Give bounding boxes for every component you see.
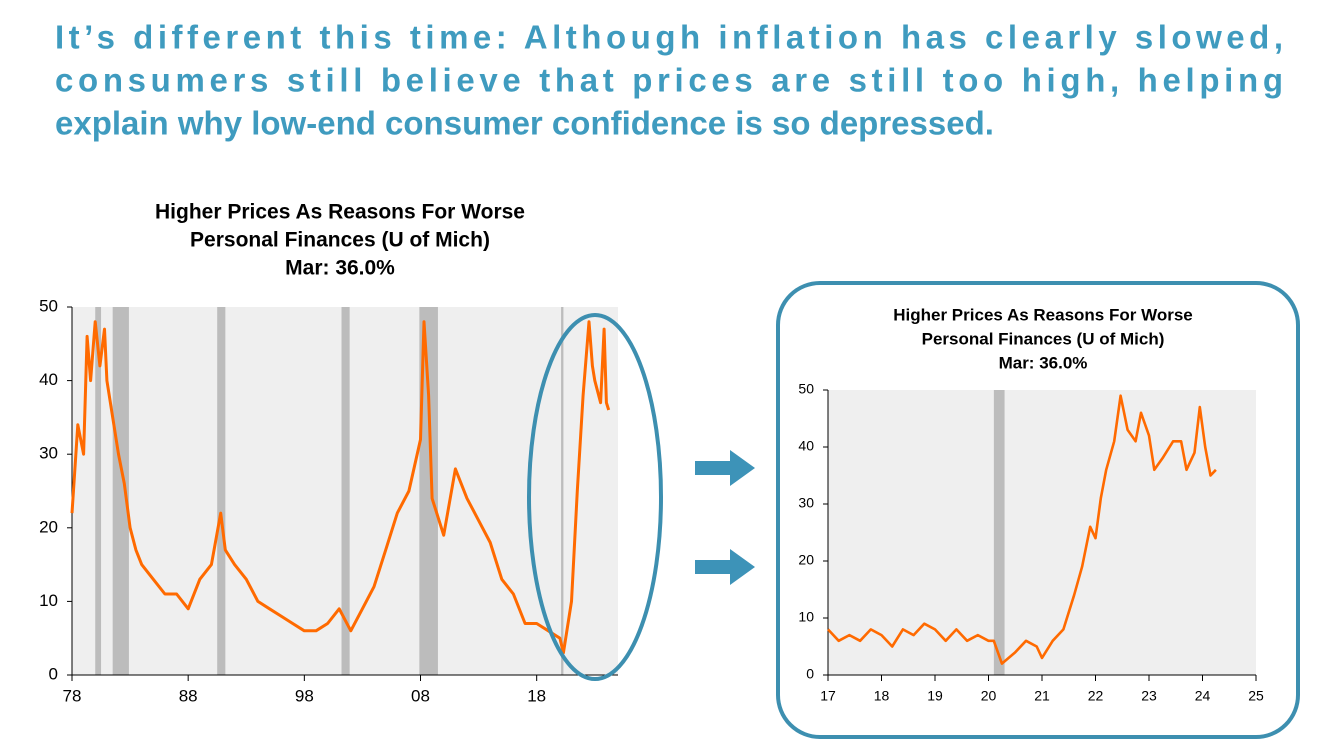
recession-band <box>419 307 438 675</box>
recession-band <box>112 307 129 675</box>
highlight-ellipse <box>527 313 663 681</box>
y-tick-label: 30 <box>39 444 58 463</box>
chart-title: Higher Prices As Reasons For Worse <box>155 201 525 224</box>
y-tick-label: 0 <box>49 664 58 683</box>
x-tick-label: 19 <box>927 688 943 704</box>
arrow <box>695 450 755 486</box>
recession-band <box>341 307 350 675</box>
plot-area <box>828 390 1256 675</box>
y-tick-label: 40 <box>39 370 58 389</box>
chart-title: Personal Finances (U of Mich) <box>190 229 490 252</box>
x-tick-label: 88 <box>179 686 198 705</box>
y-tick-label: 50 <box>798 381 814 397</box>
x-tick-label: 25 <box>1248 688 1264 704</box>
y-tick-label: 10 <box>798 609 814 625</box>
data-line <box>70 320 611 655</box>
x-tick-label: 22 <box>1088 688 1104 704</box>
x-tick-label: 98 <box>295 686 314 705</box>
data-line <box>827 394 1217 665</box>
chart-title: Mar: 36.0% <box>285 257 395 280</box>
chart-title: Mar: 36.0% <box>999 353 1088 372</box>
recession-band <box>95 307 102 675</box>
x-tick-label: 20 <box>981 688 997 704</box>
chart-title: Personal Finances (U of Mich) <box>922 329 1165 348</box>
x-tick-label: 08 <box>411 686 430 705</box>
x-tick-label: 78 <box>63 686 82 705</box>
y-tick-label: 10 <box>39 591 58 610</box>
zoom-frame <box>776 281 1300 739</box>
y-tick-label: 20 <box>798 552 814 568</box>
headline: It’s different this time: Although infla… <box>55 19 1283 56</box>
chart-title: Higher Prices As Reasons For Worse <box>893 305 1193 324</box>
y-tick-label: 20 <box>39 517 58 536</box>
y-tick-label: 40 <box>798 438 814 454</box>
recession-band <box>993 390 1005 675</box>
x-tick-label: 23 <box>1141 688 1157 704</box>
x-tick-label: 21 <box>1034 688 1050 704</box>
x-tick-label: 17 <box>820 688 836 704</box>
y-tick-label: 30 <box>798 495 814 511</box>
headline: consumers still believe that prices are … <box>55 62 1283 99</box>
recession-band <box>217 307 226 675</box>
y-tick-label: 50 <box>39 296 58 315</box>
recession-band <box>561 307 564 675</box>
x-tick-label: 24 <box>1195 688 1211 704</box>
x-tick-label: 18 <box>874 688 890 704</box>
headline: explain why low-end consumer confidence … <box>55 105 994 142</box>
x-tick-label: 18 <box>527 686 546 705</box>
arrow <box>695 549 755 585</box>
y-tick-label: 0 <box>806 666 814 682</box>
